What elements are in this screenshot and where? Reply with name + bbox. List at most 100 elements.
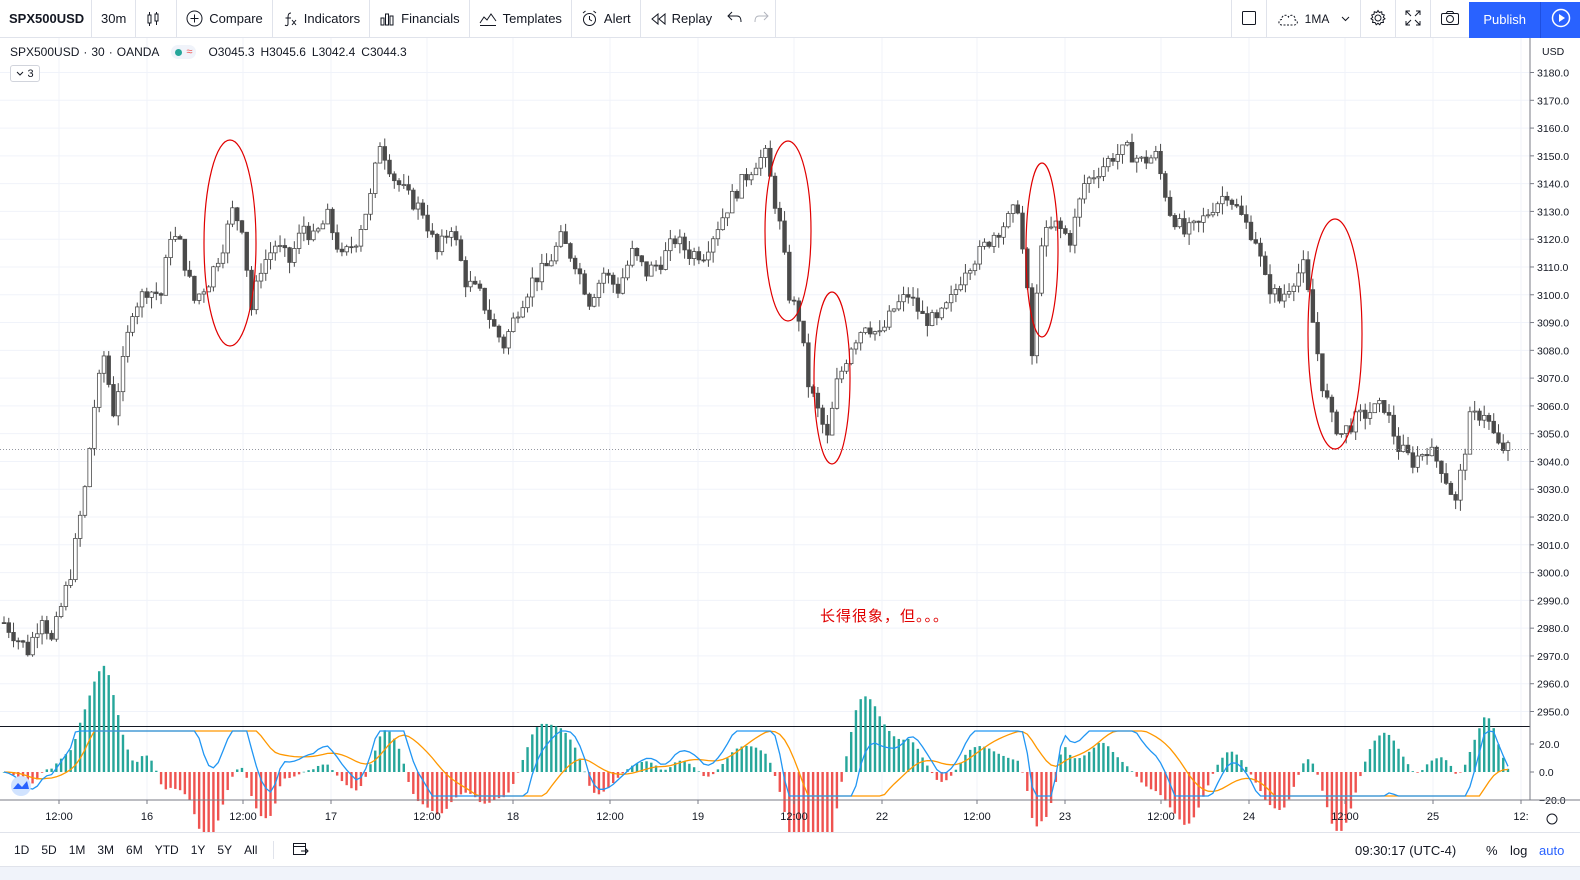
macd-histogram-bar: [483, 772, 486, 804]
redo-button[interactable]: [748, 0, 777, 38]
macd-histogram-bar: [869, 699, 872, 772]
macd-histogram-bar: [688, 763, 691, 772]
replay-button[interactable]: Replay: [641, 0, 721, 38]
templates-button[interactable]: Templates: [470, 0, 572, 38]
macd-histogram-bar: [140, 756, 144, 772]
percent-scale-toggle[interactable]: %: [1486, 833, 1498, 867]
candle-body: [772, 175, 778, 209]
price-axis[interactable]: 3180.0 3170.0 3160.0 3150.0 3140.0 3130.0 3120…: [1529, 38, 1569, 807]
candle-body: [691, 251, 697, 259]
auto-scale-toggle[interactable]: auto: [1539, 833, 1564, 867]
candles-icon: [145, 11, 161, 27]
candle-body: [130, 316, 135, 333]
snapshot-button[interactable]: [1430, 0, 1469, 38]
range-all-button[interactable]: All: [238, 833, 263, 867]
range-label: 1D: [14, 842, 30, 857]
chart-style-button[interactable]: [136, 0, 178, 38]
macd-histogram-bar: [1007, 757, 1010, 772]
indicators-button[interactable]: Indicators: [273, 0, 371, 38]
range-5d-button[interactable]: 5D: [35, 833, 62, 867]
goto-date-button[interactable]: [286, 833, 315, 867]
price-tick-label: 3020.0: [1537, 512, 1569, 524]
macd-histogram-bar: [550, 724, 553, 772]
candle-body: [1191, 220, 1197, 224]
candle-body: [20, 640, 26, 643]
axis-settings-gear-icon[interactable]: [1546, 813, 1558, 825]
symbol-search-button[interactable]: SPX500USD: [0, 0, 92, 38]
ellipse-drawing[interactable]: [764, 140, 812, 322]
fullscreen-button[interactable]: [1395, 0, 1430, 38]
range-1y-button[interactable]: 1Y: [185, 833, 212, 867]
candle-body: [434, 233, 440, 253]
candle-body: [377, 146, 383, 164]
range-1m-button[interactable]: 1M: [63, 833, 92, 867]
candle-body: [111, 384, 116, 417]
macd-histogram-bar: [945, 772, 948, 781]
candle-body: [1467, 411, 1473, 455]
drawn-ellipses[interactable]: [203, 139, 1363, 465]
macd-histogram-bar: [707, 772, 710, 777]
candle-body: [672, 238, 678, 245]
price-tick-label: 3120.0: [1537, 234, 1569, 246]
candle-body: [1224, 195, 1230, 201]
play-button[interactable]: [1540, 1, 1580, 38]
time-tick-label: 16: [141, 811, 153, 823]
select-layout-button[interactable]: [1230, 0, 1266, 38]
settings-button[interactable]: [1360, 0, 1395, 38]
candle-body: [653, 264, 659, 267]
ellipse-drawing[interactable]: [203, 139, 257, 347]
macd-histogram-bar: [750, 746, 753, 772]
macd-histogram-bar: [726, 758, 729, 772]
timezone-clock-button[interactable]: 09:30:17 (UTC-4): [1355, 833, 1456, 867]
candle-body: [1458, 469, 1463, 501]
macd-histogram-bar: [269, 772, 272, 816]
macd-histogram-bar: [178, 772, 182, 791]
macd-histogram-bar: [902, 739, 905, 772]
indicators-toggle-button[interactable]: 3: [10, 65, 40, 82]
candle-body: [339, 248, 345, 253]
candle-body: [35, 633, 40, 638]
interval-button[interactable]: 30m: [92, 0, 137, 38]
alert-button[interactable]: Alert: [572, 0, 641, 38]
macd-histogram-bar: [412, 772, 415, 794]
macd-histogram-bar: [759, 750, 762, 772]
candle-body: [806, 342, 811, 388]
candle-body: [87, 447, 92, 488]
chart-canvas[interactable]: 3180.03170.03160.03150.03140.03130.03120…: [0, 38, 1580, 832]
auto-label: auto: [1539, 842, 1565, 858]
candle-body: [1310, 289, 1316, 323]
macd-histogram-bar: [1216, 764, 1219, 772]
ellipse-drawing[interactable]: [1307, 218, 1363, 450]
compare-button[interactable]: Compare: [177, 0, 273, 38]
macd-histogram-bar: [1111, 751, 1115, 772]
save-layout-button[interactable]: 1MA: [1265, 0, 1361, 38]
candle-body: [782, 220, 787, 253]
candle-body: [387, 159, 392, 175]
range-6m-button[interactable]: 6M: [120, 833, 149, 867]
text-annotation[interactable]: 长得很象，但。。。: [820, 607, 950, 625]
macd-histogram-bar: [883, 724, 886, 772]
candle-body: [1006, 213, 1011, 228]
macd-histogram-bar: [1183, 772, 1186, 825]
macd-histogram-bar: [445, 772, 448, 809]
macd-histogram-bar: [155, 770, 158, 772]
candle-body: [939, 307, 944, 319]
undo-button[interactable]: [721, 0, 748, 38]
time-axis[interactable]: 12:00 16 12:00 17 12:00 18 12:00 19 12:00 22 12:00…: [0, 799, 1580, 825]
ellipse-drawing[interactable]: [1025, 162, 1059, 338]
macd-histogram-bar: [283, 772, 287, 779]
publish-button[interactable]: Publish: [1469, 1, 1540, 38]
range-5y-button[interactable]: 5Y: [211, 833, 238, 867]
range-1d-button[interactable]: 1D: [8, 833, 35, 867]
macd-histogram-bar: [502, 772, 505, 798]
financials-button[interactable]: Financials: [370, 0, 470, 38]
chart-pane[interactable]: 3180.0 3170.0 3160.0 3150.0 3140.0 3130.0 3120…: [0, 38, 1580, 832]
candle-body: [606, 272, 611, 276]
log-scale-toggle[interactable]: log: [1510, 833, 1527, 867]
market-status-pill[interactable]: ≈: [171, 45, 197, 59]
range-3m-button[interactable]: 3M: [91, 833, 120, 867]
macd-histogram-bar: [692, 767, 696, 772]
macd-histogram-bar: [545, 723, 548, 772]
ellipse-drawing[interactable]: [813, 291, 851, 465]
range-ytd-button[interactable]: YTD: [149, 833, 185, 867]
